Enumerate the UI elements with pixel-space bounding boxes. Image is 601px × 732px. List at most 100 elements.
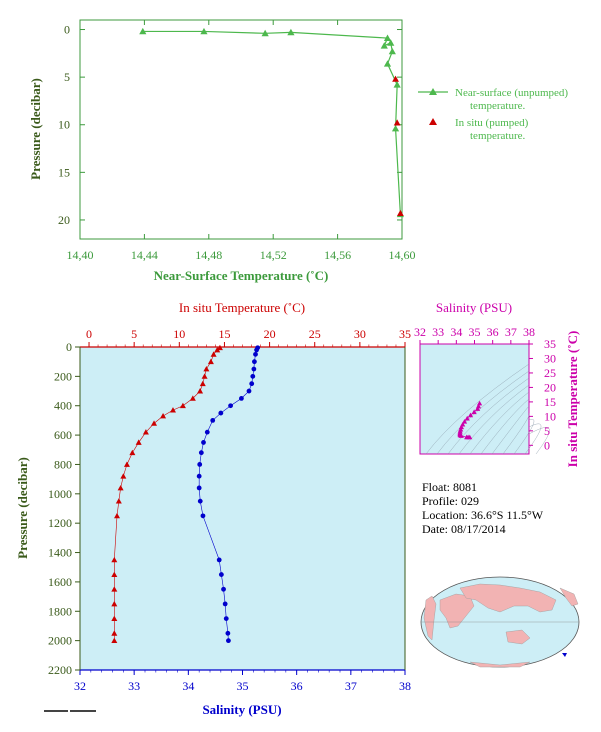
float-info: Float: 8081 Profile: 029 Location: 36.6°…: [422, 480, 544, 536]
ts-y-tick-label: 0: [544, 438, 550, 452]
x-tick-label: 14,56: [324, 248, 351, 262]
salinity-point: [200, 513, 206, 519]
temperature-line: [114, 347, 221, 641]
ts-x-label: Salinity (PSU): [436, 300, 512, 315]
temperature-tick-label: 15: [218, 327, 230, 341]
map-americas-east: [559, 587, 579, 607]
ts-point: [458, 433, 464, 438]
salinity-point: [221, 586, 226, 592]
temperature-point: [111, 630, 118, 636]
temperature-tick-label: 35: [399, 327, 411, 341]
temperature-tick-label: 20: [264, 327, 276, 341]
near-surface-marker: [388, 47, 396, 55]
temperature-tick-label: 10: [173, 327, 185, 341]
near-surface-x-ticks: 14,40 14,44 14,48 14,52 14,56 14,60: [67, 20, 416, 262]
temperature-axis-title: In situ Temperature (˚C): [179, 300, 305, 315]
float-location-marker: [562, 653, 567, 657]
salinity-point: [225, 630, 231, 636]
salinity-point: [201, 440, 206, 445]
temperature-tick-label: 25: [309, 327, 321, 341]
temperature-point: [111, 556, 118, 563]
temperature-point: [151, 420, 158, 426]
pressure-tick-label: 1800: [48, 604, 72, 618]
salinity-point: [249, 381, 255, 387]
temperature-point: [189, 395, 196, 401]
salinity-ticks: 32 33 34 35 36 37 38: [74, 670, 411, 693]
legend-label-surface-2: temperature.: [470, 100, 526, 112]
temperature-point: [201, 373, 208, 379]
in-situ-marker: [392, 75, 399, 82]
footer-mark: [44, 710, 96, 712]
pressure-tick-label: 1400: [48, 546, 72, 560]
salinity-point: [226, 638, 231, 644]
salinity-point: [228, 403, 233, 409]
temperature-point: [203, 366, 210, 372]
pressure-tick-label: 600: [54, 428, 72, 442]
salinity-tick-label: 38: [399, 679, 411, 693]
salinity-point: [197, 498, 203, 504]
x-tick-label: 14,48: [195, 248, 222, 262]
density-contour: [469, 391, 530, 455]
ts-point: [461, 418, 468, 424]
salinity-tick-label: 36: [291, 679, 303, 693]
legend-label-insitu-1: In situ (pumped): [455, 117, 529, 129]
salinity-point: [254, 347, 259, 353]
density-contour: [458, 384, 530, 455]
temperature-point: [160, 413, 167, 419]
legend-label-surface-1: Near-surface (unpumped): [455, 87, 568, 99]
near-surface-marker: [261, 29, 269, 37]
map-americas-west: [423, 595, 437, 641]
ts-y-tick-label: 20: [544, 380, 556, 394]
near-surface-y-ticks: 0 5 10 15 20: [58, 23, 402, 227]
temperature-point: [114, 512, 121, 519]
salinity-point: [196, 473, 202, 479]
ts-point: [474, 406, 481, 411]
temperature-point: [111, 637, 118, 644]
pressure-tick-label: 2000: [48, 634, 72, 648]
salinity-point: [218, 572, 224, 577]
ts-x-tick-label: 34: [450, 325, 462, 339]
x-tick-label: 14,40: [67, 248, 94, 262]
legend-marker-insitu: [429, 118, 437, 125]
y-tick-label: 20: [58, 213, 70, 227]
temperature-point: [216, 344, 223, 351]
temperature-point: [199, 380, 206, 387]
salinity-point: [239, 395, 244, 401]
profile-series: [111, 344, 261, 644]
ts-y-tick-label: 15: [544, 395, 556, 409]
temperature-point: [111, 615, 118, 622]
map-australia: [505, 629, 531, 645]
near-surface-marker: [391, 124, 400, 132]
salinity-point: [218, 410, 224, 416]
near-surface-marker: [387, 39, 395, 46]
density-contour: [502, 412, 530, 455]
temperature-point: [123, 461, 130, 467]
near-surface-x-label: Near-Surface Temperature (˚C): [154, 268, 329, 283]
salinity-point: [250, 373, 256, 379]
salinity-point: [253, 351, 258, 357]
near-surface-y-label: Pressure (decibar): [28, 78, 43, 180]
temperature-tick-label: 0: [86, 327, 92, 341]
ts-y-tick-label: 5: [544, 424, 550, 438]
salinity-point: [222, 601, 228, 607]
pressure-tick-label: 0: [66, 340, 72, 354]
y-tick-label: 10: [58, 118, 70, 132]
map-eurasia: [459, 583, 557, 613]
salinity-point: [198, 450, 204, 456]
temperature-point: [169, 407, 176, 413]
footer-mark-bar-2: [70, 710, 96, 712]
salinity-point: [204, 429, 210, 435]
salinity-tick-label: 32: [74, 679, 86, 693]
ts-x-tick-label: 35: [469, 325, 481, 339]
density-contour: [425, 363, 530, 455]
near-surface-marker: [200, 27, 208, 35]
temperature-point: [214, 346, 221, 353]
salinity-point: [251, 366, 257, 372]
footer-mark-bar-1: [44, 710, 68, 712]
near-surface-chart: 14,40 14,44 14,48 14,52 14,56 14,60 05101520 …: [28, 19, 416, 283]
temperature-point: [210, 351, 217, 357]
world-map: [420, 576, 580, 668]
pressure-tick-label: 800: [54, 457, 72, 471]
temperature-point: [120, 473, 127, 479]
